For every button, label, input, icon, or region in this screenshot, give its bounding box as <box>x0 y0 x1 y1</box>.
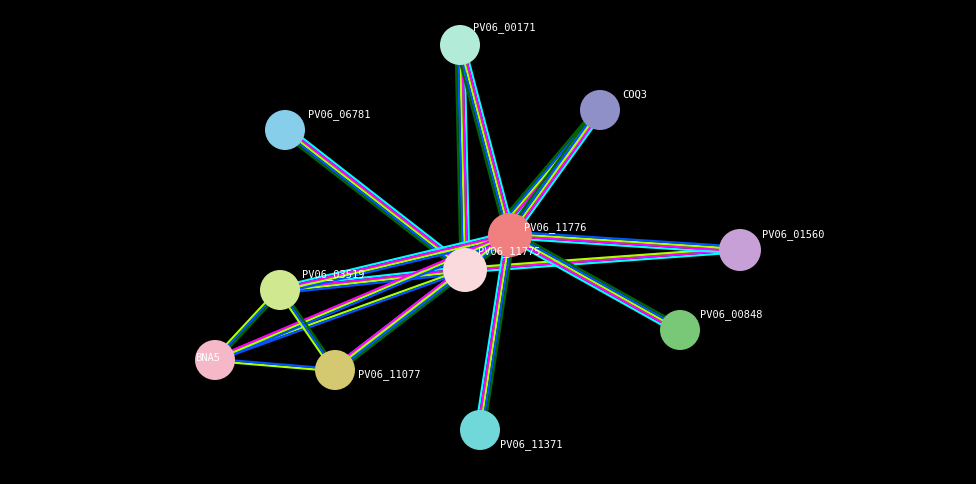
Circle shape <box>460 410 500 450</box>
Text: PV06_11371: PV06_11371 <box>500 439 562 451</box>
Text: COQ3: COQ3 <box>622 90 647 100</box>
Circle shape <box>260 270 300 310</box>
Text: PV06_11775: PV06_11775 <box>478 246 541 257</box>
Text: PV06_03519: PV06_03519 <box>302 270 364 280</box>
Circle shape <box>719 229 761 271</box>
Text: PV06_11776: PV06_11776 <box>524 223 587 233</box>
Text: BNA5: BNA5 <box>195 353 220 363</box>
Circle shape <box>265 110 305 150</box>
Text: PV06_01560: PV06_01560 <box>762 229 825 241</box>
Text: PV06_00171: PV06_00171 <box>473 23 536 33</box>
Circle shape <box>443 248 487 292</box>
Circle shape <box>315 350 355 390</box>
Text: PV06_00848: PV06_00848 <box>700 310 762 320</box>
Circle shape <box>195 340 235 380</box>
Circle shape <box>488 213 532 257</box>
Circle shape <box>440 25 480 65</box>
Text: PV06_11077: PV06_11077 <box>358 370 421 380</box>
Circle shape <box>660 310 700 350</box>
Circle shape <box>580 90 620 130</box>
Text: PV06_06781: PV06_06781 <box>308 109 371 121</box>
